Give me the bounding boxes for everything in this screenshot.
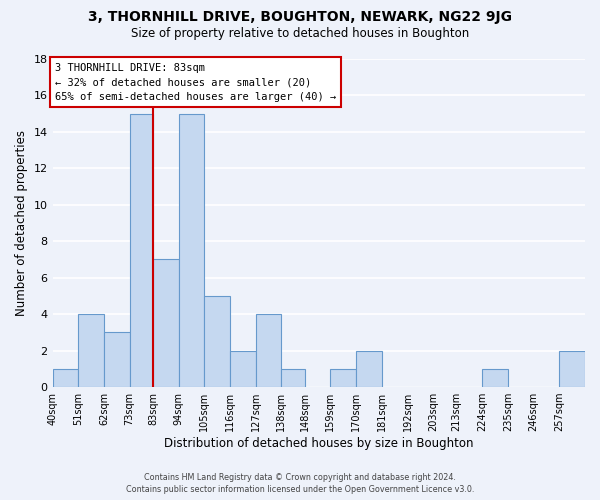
X-axis label: Distribution of detached houses by size in Boughton: Distribution of detached houses by size …: [164, 437, 473, 450]
Bar: [179, 114, 205, 387]
Bar: [256, 314, 281, 387]
Bar: [78, 314, 104, 387]
Bar: [559, 350, 585, 387]
Text: 3, THORNHILL DRIVE, BOUGHTON, NEWARK, NG22 9JG: 3, THORNHILL DRIVE, BOUGHTON, NEWARK, NG…: [88, 10, 512, 24]
Bar: [230, 350, 256, 387]
Bar: [331, 369, 356, 387]
Bar: [482, 369, 508, 387]
Bar: [153, 260, 179, 387]
Bar: [104, 332, 130, 387]
Y-axis label: Number of detached properties: Number of detached properties: [15, 130, 28, 316]
Bar: [281, 369, 305, 387]
Bar: [205, 296, 230, 387]
Text: Contains HM Land Registry data © Crown copyright and database right 2024.
Contai: Contains HM Land Registry data © Crown c…: [126, 472, 474, 494]
Text: Size of property relative to detached houses in Boughton: Size of property relative to detached ho…: [131, 28, 469, 40]
Bar: [130, 114, 153, 387]
Bar: [356, 350, 382, 387]
Text: 3 THORNHILL DRIVE: 83sqm
← 32% of detached houses are smaller (20)
65% of semi-d: 3 THORNHILL DRIVE: 83sqm ← 32% of detach…: [55, 62, 336, 102]
Bar: [53, 369, 78, 387]
